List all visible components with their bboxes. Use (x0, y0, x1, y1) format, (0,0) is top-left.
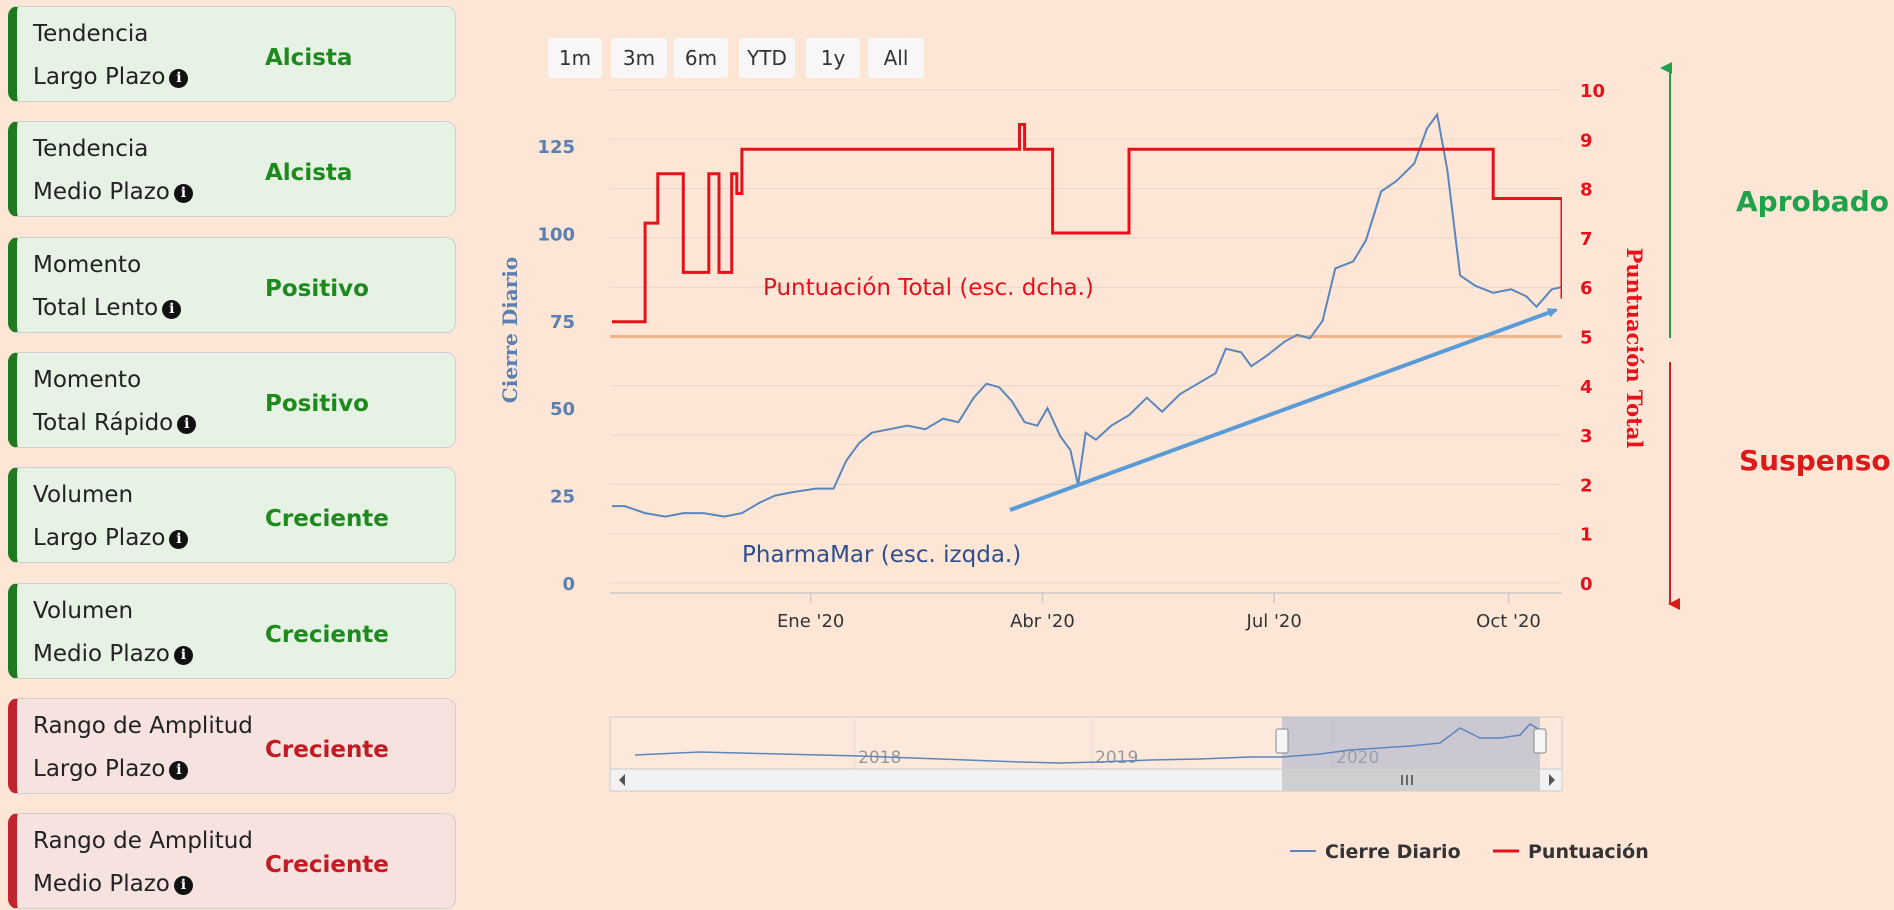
y-right-tick: 10 (1580, 81, 1605, 102)
y-left-tick: 50 (550, 399, 575, 420)
y-left-tick: 0 (562, 574, 575, 595)
annotation-pharmamar: PharmaMar (esc. izqda.) (742, 542, 1021, 568)
navigator-year-label: 2019 (1095, 748, 1138, 768)
y-right-tick: 3 (1580, 426, 1593, 447)
y-left-tick: 75 (550, 312, 575, 333)
info-icon[interactable]: i (169, 69, 189, 88)
y-right-tick: 6 (1580, 278, 1593, 299)
y-right-tick: 1 (1580, 525, 1593, 546)
range-button-3m[interactable]: 3m (611, 38, 667, 78)
indicator-subtitle-text: Medio Plazo (33, 871, 170, 898)
indicator-subtitle: Largo Plazo i (33, 64, 189, 90)
indicator-title: Volumen (33, 482, 134, 509)
indicator-panel: Tendencia Largo Plazo i Alcista Tendencia Med… (0, 0, 470, 910)
info-icon[interactable]: i (169, 760, 189, 780)
indicator-subtitle: Total Rápido i (33, 409, 197, 436)
trend-arrow (1009, 308, 1558, 512)
y-right-tick: 4 (1580, 377, 1593, 398)
y-right-tick: 5 (1580, 328, 1593, 349)
indicator-subtitle-text: Medio Plazo (33, 640, 170, 667)
y-right-tick: 8 (1580, 180, 1593, 201)
indicator-subtitle-text: Largo Plazo (33, 755, 166, 782)
indicator-title: Rango de Amplitud (33, 828, 253, 855)
indicator-card: Momento Total Rápido i Positivo (8, 351, 456, 448)
indicator-title: Volumen (33, 597, 134, 624)
info-icon[interactable]: i (177, 414, 197, 434)
indicator-subtitle: Largo Plazo i (33, 525, 189, 552)
indicator-card: Tendencia Largo Plazo i Alcista (8, 6, 456, 102)
info-icon[interactable]: i (173, 876, 193, 896)
indicator-subtitle: Medio Plazo i (33, 179, 193, 205)
indicator-status: Creciente (265, 852, 389, 879)
navigator-selection (1282, 717, 1540, 769)
info-icon[interactable]: i (173, 645, 193, 665)
indicator-status: Positivo (265, 275, 369, 302)
info-icon[interactable]: i (173, 184, 193, 204)
indicator-title: Tendencia (33, 21, 149, 47)
indicator-card: Tendencia Medio Plazo i Alcista (8, 121, 456, 218)
indicator-title: Momento (33, 251, 142, 278)
y-left-tick: 125 (537, 137, 575, 158)
indicator-card: Volumen Medio Plazo i Creciente (8, 582, 456, 679)
navigator-year-label: 2018 (858, 748, 901, 768)
indicator-card: Volumen Largo Plazo i Creciente (8, 467, 456, 564)
range-button-6m[interactable]: 6m (674, 38, 728, 78)
fail-label: Suspenso (1739, 444, 1891, 477)
indicator-status: Positivo (265, 390, 369, 417)
indicator-subtitle: Medio Plazo i (33, 871, 193, 897)
indicator-subtitle: Largo Plazo i (33, 755, 189, 782)
x-tick-label: Abr '20 (1010, 611, 1075, 632)
y-left-title: Cierre Diario (498, 257, 522, 403)
indicator-subtitle-text: Medio Plazo (33, 179, 170, 206)
indicator-subtitle: Total Lento i (33, 294, 182, 321)
indicator-title: Momento (33, 366, 142, 393)
indicator-status: Creciente (265, 506, 389, 533)
indicator-card: Rango de Amplitud Medio Plazo i Creciente (8, 813, 456, 910)
y-right-title: Puntuación Total (1622, 248, 1647, 449)
indicator-title: Tendencia (33, 136, 149, 163)
indicator-subtitle: Medio Plazo i (33, 641, 193, 667)
range-button-ytd[interactable]: YTD (739, 38, 795, 78)
indicator-status: Alcista (265, 45, 353, 71)
y-left-tick: 100 (537, 224, 575, 245)
x-tick-label: Jul '20 (1246, 611, 1302, 632)
series-puntuacion (612, 123, 1562, 324)
navigator-line (634, 723, 1541, 764)
info-icon[interactable]: i (162, 299, 182, 319)
indicator-card: Rango de Amplitud Largo Plazo i Creciente (8, 697, 456, 794)
scroll-left-icon[interactable] (619, 774, 625, 786)
legend-cierre-label: Cierre Diario (1325, 841, 1461, 863)
indicator-card: Momento Total Lento i Positivo (8, 236, 456, 333)
navigator-handle[interactable] (1275, 728, 1289, 754)
scrollbar-thumb[interactable] (1282, 769, 1540, 791)
x-tick-label: Ene '20 (777, 611, 844, 632)
series-cierre-diario (612, 112, 1562, 518)
y-right-tick: 9 (1580, 130, 1593, 151)
pass-label: Aprobado (1736, 185, 1889, 218)
range-button-all[interactable]: All (868, 38, 924, 78)
annotation-score: Puntuación Total (esc. dcha.) (763, 275, 1094, 301)
y-right-tick: 2 (1580, 475, 1593, 496)
y-right-tick: 7 (1580, 229, 1593, 250)
range-button-1y[interactable]: 1y (806, 38, 860, 78)
x-tick-label: Oct '20 (1476, 611, 1541, 632)
indicator-status: Creciente (265, 736, 389, 763)
legend-puntuacion-label: Puntuación (1528, 841, 1649, 863)
range-button-1m[interactable]: 1m (548, 38, 602, 78)
indicator-subtitle-text: Total Lento (33, 294, 159, 321)
indicator-subtitle-text: Largo Plazo (33, 525, 166, 552)
indicator-subtitle-text: Largo Plazo (33, 64, 166, 90)
indicator-status: Creciente (265, 621, 389, 648)
scroll-right-icon[interactable] (1549, 774, 1555, 786)
info-icon[interactable]: i (169, 530, 189, 550)
indicator-subtitle-text: Total Rápido (33, 409, 174, 436)
y-right-tick: 0 (1580, 574, 1593, 595)
indicator-status: Alcista (265, 160, 353, 187)
navigator-handle[interactable] (1533, 728, 1547, 754)
indicator-title: Rango de Amplitud (33, 712, 253, 739)
y-left-tick: 25 (550, 487, 575, 508)
